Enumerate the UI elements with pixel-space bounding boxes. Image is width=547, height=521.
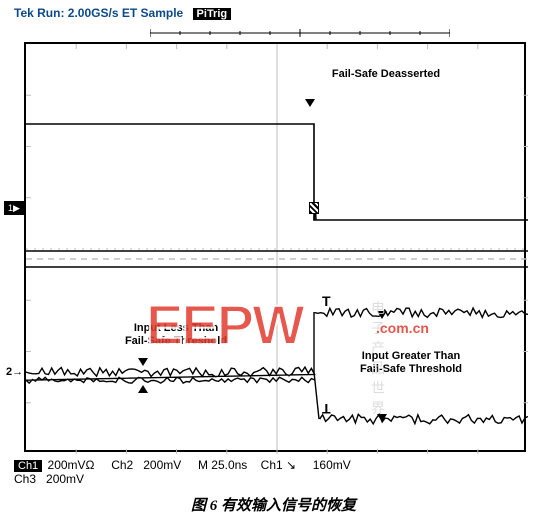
header-prefix: Tek Run:	[14, 6, 64, 20]
marker-arrow-icon	[138, 358, 148, 366]
ch2-indicator: 2→	[6, 366, 23, 378]
scope-svg	[26, 44, 528, 454]
ch1-scale: 200mVΩ	[48, 458, 95, 472]
marker-arrow-icon	[138, 385, 148, 393]
scope-readout: Ch1 200mVΩ Ch2 200mV M 25.0ns Ch1 ↘ 160m…	[14, 458, 351, 486]
scope-header: Tek Run: 2.00GS/s ET Sample PiTrig	[14, 6, 231, 20]
marker-t-icon: T	[322, 401, 331, 417]
ch1-tag: Ch1	[14, 460, 42, 472]
timebase-value: 25.0ns	[211, 458, 247, 472]
marker-arrow-icon	[305, 99, 315, 107]
ch3-scale: 200mV	[46, 472, 84, 486]
annotation-input-greater: Input Greater Than Fail-Safe Threshold	[326, 350, 496, 375]
marker-t-icon: T	[322, 293, 331, 309]
annotation-input-less: Input Less Than Fail-Safe Threshold	[96, 322, 256, 347]
header-sample-rate: 2.00GS/s	[68, 6, 119, 20]
trig-slope-icon: ↘	[286, 458, 296, 472]
marker-arrow-icon	[377, 311, 387, 319]
trigger-point-marker	[309, 202, 319, 214]
timebase-tag: M	[198, 458, 208, 472]
readout-line-1: Ch1 200mVΩ Ch2 200mV M 25.0ns Ch1 ↘ 160m…	[14, 458, 351, 472]
ch2-scale: 200mV	[143, 458, 181, 472]
trigger-status-badge: PiTrig	[193, 8, 232, 20]
marker-arrow-icon	[377, 414, 387, 422]
ch3-tag: Ch3	[14, 472, 36, 486]
readout-line-2: Ch3 200mV	[14, 472, 351, 486]
header-mode: ET Sample	[122, 6, 183, 20]
oscilloscope-screen: 1▶ 2→	[24, 42, 526, 452]
ch2-tag: Ch2	[111, 458, 133, 472]
annotation-failsafe-deasserted: Fail-Safe Deasserted	[306, 68, 466, 81]
trig-level: 160mV	[313, 458, 351, 472]
trigger-level-indicator: 1▶	[4, 201, 24, 215]
top-ruler	[150, 24, 450, 32]
trig-source: Ch1	[261, 458, 283, 472]
figure-caption: 图 6 有效输入信号的恢复	[0, 494, 547, 515]
